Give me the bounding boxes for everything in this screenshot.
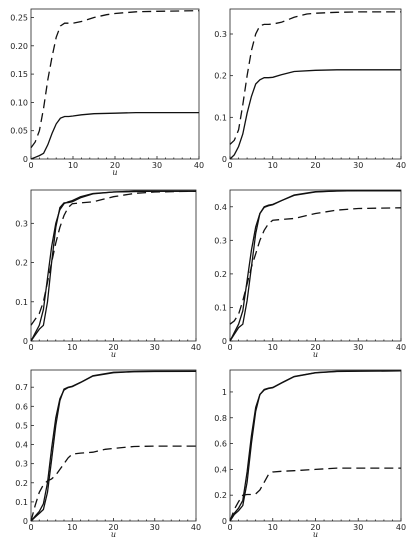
solid-series-line <box>229 370 402 522</box>
x-axis-label: u <box>313 530 318 539</box>
dashed-series-line <box>30 445 196 522</box>
y-tick-label: 0.3 <box>15 460 28 469</box>
dashed-series-line <box>30 190 197 326</box>
plot-frame <box>30 189 197 342</box>
y-tick-label: 0.4 <box>15 441 28 450</box>
solid-series-line <box>229 370 402 522</box>
y-tick-label: 0.2 <box>214 72 227 81</box>
solid-series-line <box>229 190 401 342</box>
x-tick-label: 20 <box>310 343 320 352</box>
x-tick-label: 30 <box>353 343 363 352</box>
solid-series-line <box>30 190 196 342</box>
y-tick-label: 0 <box>23 155 28 164</box>
x-tick-label: 0 <box>227 523 232 532</box>
x-tick-label: 10 <box>268 523 278 532</box>
panel-4: 0 10 20 30 40 0 0.1 0.2 0.3 0.4 u <box>214 189 406 359</box>
y-tick-label: 0.10 <box>10 98 28 107</box>
x-axis-label: u <box>111 530 116 539</box>
y-tick-label: 0.2 <box>214 270 227 279</box>
y-tick-label: 0.3 <box>15 219 28 228</box>
x-tick-label: 0 <box>227 343 232 352</box>
y-tick-label: 0.1 <box>15 298 28 307</box>
x-tick-label: 0 <box>28 343 33 352</box>
x-tick-label: 20 <box>108 523 118 532</box>
y-tick-label: 0 <box>23 337 28 346</box>
y-tick-label: 0.6 <box>15 402 28 411</box>
plot-frame <box>229 369 402 522</box>
y-tick-label: 0.25 <box>10 13 28 22</box>
x-tick-label: 30 <box>150 343 160 352</box>
dashed-series-line <box>229 11 401 145</box>
x-tick-label: 20 <box>110 161 120 170</box>
x-tick-label: 20 <box>310 523 320 532</box>
solid-series-line <box>30 190 196 342</box>
dashed-series-line <box>229 467 401 522</box>
x-tick-label: 30 <box>150 523 160 532</box>
y-tick-label: 0.8 <box>214 414 227 423</box>
y-tick-label: 0 <box>23 517 28 526</box>
panel-3: 0 10 20 30 40 0 0.1 0.2 0.3 u <box>15 189 201 359</box>
plot-frame <box>30 8 200 160</box>
x-axis-label: u <box>313 350 318 359</box>
y-tick-label: 0.2 <box>15 479 28 488</box>
y-tick-label: 0.5 <box>15 421 28 430</box>
x-tick-label: 20 <box>310 161 320 170</box>
x-tick-label: 30 <box>152 161 162 170</box>
x-tick-label: 0 <box>28 161 33 170</box>
y-tick-label: 0 <box>222 517 227 526</box>
panel-5: 0 10 20 30 40 0 0.1 0.2 0.3 0.4 0.5 0.6 0.7 u <box>15 369 201 539</box>
x-tick-label: 10 <box>268 161 278 170</box>
y-tick-label: 0.6 <box>214 440 227 449</box>
y-tick-label: 0.7 <box>15 383 28 392</box>
dashed-series-line <box>30 10 200 149</box>
y-tick-label: 0.1 <box>214 113 227 122</box>
x-axis-label: u <box>112 168 117 177</box>
x-tick-label: 10 <box>268 343 278 352</box>
y-tick-label: 0.1 <box>214 303 227 312</box>
y-tick-label: 0.2 <box>214 491 227 500</box>
x-tick-label: 40 <box>194 161 204 170</box>
y-tick-label: 0.3 <box>214 236 227 245</box>
solid-series-line <box>229 69 401 160</box>
x-tick-label: 30 <box>353 523 363 532</box>
y-tick-label: 0.4 <box>214 465 227 474</box>
y-tick-label: 1 <box>222 388 227 397</box>
y-tick-label: 0.1 <box>15 498 28 507</box>
y-tick-label: 0 <box>222 337 227 346</box>
solid-series-line <box>30 111 199 160</box>
plot-frame <box>229 189 402 342</box>
y-tick-label: 0.3 <box>214 30 227 39</box>
x-tick-label: 40 <box>396 523 406 532</box>
x-tick-label: 0 <box>28 523 33 532</box>
x-tick-label: 10 <box>67 523 77 532</box>
plot-frame <box>30 369 197 522</box>
y-tick-label: 0.05 <box>10 127 28 136</box>
x-tick-label: 40 <box>396 343 406 352</box>
y-tick-label: 0 <box>222 155 227 164</box>
y-tick-label: 0.4 <box>214 203 227 212</box>
dashed-series-line <box>229 207 402 325</box>
x-tick-label: 30 <box>353 161 363 170</box>
x-tick-label: 10 <box>68 161 78 170</box>
panel-6: 0 10 20 30 40 0 0.2 0.4 0.6 0.8 1 u <box>214 369 406 539</box>
x-tick-label: 10 <box>67 343 77 352</box>
solid-series-line <box>30 370 196 522</box>
x-tick-label: 40 <box>191 523 201 532</box>
x-tick-label: 20 <box>108 343 118 352</box>
x-tick-label: 40 <box>191 343 201 352</box>
x-tick-label: 0 <box>227 161 232 170</box>
y-tick-label: 0.2 <box>15 259 28 268</box>
x-axis-label: u <box>111 350 116 359</box>
solid-series-line <box>30 370 197 522</box>
panel-1: 0 10 20 30 40 0 0.05 0.10 0.15 0.20 0.25 u <box>10 8 204 177</box>
panel-2: 0 10 20 30 40 0 0.1 0.2 0.3 <box>214 8 406 170</box>
y-tick-label: 0.20 <box>10 42 28 51</box>
y-tick-label: 0.15 <box>10 70 28 79</box>
x-tick-label: 40 <box>396 161 406 170</box>
